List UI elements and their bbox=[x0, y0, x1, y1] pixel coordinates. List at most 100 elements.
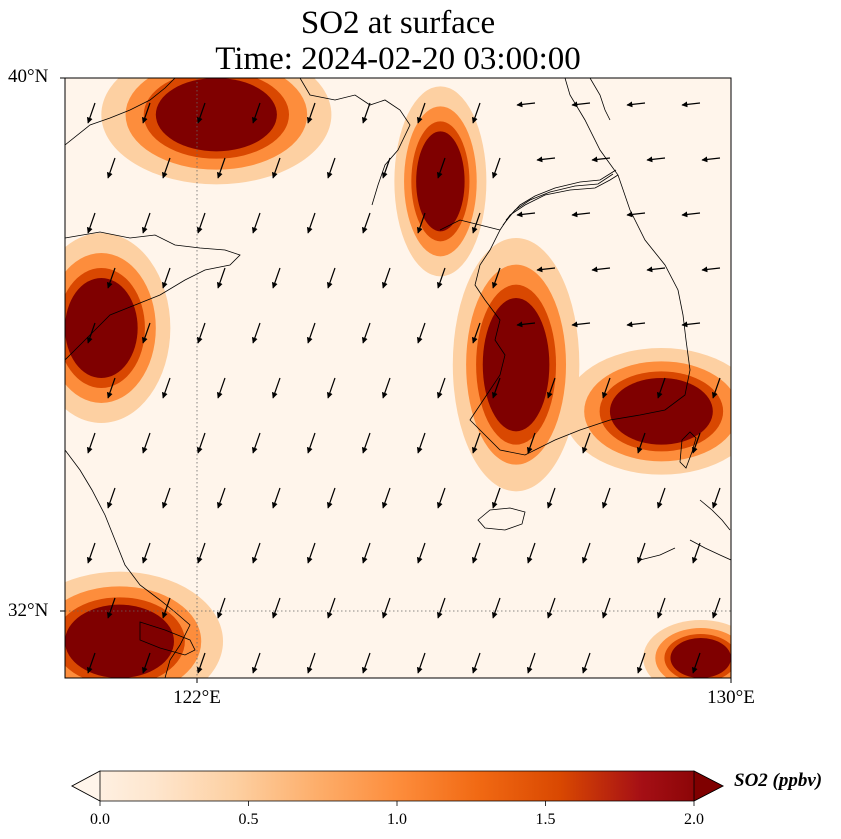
chart-title: SO2 at surface bbox=[300, 5, 496, 41]
wind-arrow bbox=[271, 597, 281, 619]
wind-arrow bbox=[361, 432, 371, 454]
so2-concentration-field bbox=[65, 78, 731, 678]
wind-arrow bbox=[216, 377, 226, 399]
wind-arrow bbox=[571, 211, 591, 218]
wind-arrow bbox=[306, 652, 316, 674]
wind-arrow bbox=[581, 432, 591, 454]
coastlines bbox=[65, 78, 731, 678]
wind-arrow bbox=[251, 432, 261, 454]
wind-arrow bbox=[636, 432, 646, 454]
wind-arrow bbox=[161, 267, 171, 289]
wind-arrow bbox=[106, 157, 116, 179]
so2-map bbox=[60, 77, 732, 683]
wind-arrow bbox=[216, 487, 226, 509]
wind-arrow bbox=[516, 101, 536, 108]
chart-subtitle-time: Time: 2024-02-20 03:00:00 bbox=[215, 41, 581, 77]
wind-arrow bbox=[271, 487, 281, 509]
wind-arrow bbox=[141, 212, 151, 234]
wind-arrow bbox=[106, 597, 116, 619]
wind-arrow bbox=[141, 652, 151, 674]
wind-arrow bbox=[546, 377, 556, 399]
wind-arrow bbox=[571, 101, 591, 108]
wind-arrow bbox=[656, 487, 666, 509]
wind-arrow bbox=[546, 487, 556, 509]
wind-arrow bbox=[701, 266, 721, 273]
wind-arrow bbox=[196, 102, 206, 124]
wind-arrow bbox=[416, 652, 426, 674]
lon-label-122e: 122°E bbox=[173, 687, 221, 708]
wind-arrow bbox=[591, 266, 611, 273]
wind-arrow bbox=[326, 377, 336, 399]
wind-arrow bbox=[381, 267, 391, 289]
wind-arrow bbox=[196, 652, 206, 674]
wind-arrow bbox=[306, 432, 316, 454]
wind-arrow bbox=[601, 487, 611, 509]
wind-arrow bbox=[306, 322, 316, 344]
wind-arrow bbox=[271, 267, 281, 289]
colorbar-tick-label: 2.0 bbox=[684, 811, 704, 828]
wind-arrow bbox=[656, 597, 666, 619]
wind-arrow bbox=[86, 102, 96, 124]
wind-arrow bbox=[326, 267, 336, 289]
wind-arrow bbox=[691, 542, 701, 564]
wind-arrow bbox=[161, 157, 171, 179]
wind-arrow bbox=[161, 597, 171, 619]
wind-arrow bbox=[306, 212, 316, 234]
wind-arrow bbox=[471, 212, 481, 234]
wind-arrow bbox=[536, 156, 556, 163]
wind-arrow bbox=[416, 542, 426, 564]
wind-arrow bbox=[526, 542, 536, 564]
colorbar-extend-max bbox=[693, 770, 724, 802]
wind-arrow bbox=[106, 267, 116, 289]
wind-arrow bbox=[361, 212, 371, 234]
wind-arrow bbox=[381, 487, 391, 509]
wind-arrow bbox=[381, 157, 391, 179]
wind-arrow bbox=[491, 267, 501, 289]
gridlines bbox=[65, 78, 731, 678]
map-frame bbox=[64, 77, 732, 679]
wind-arrow bbox=[271, 377, 281, 399]
wind-arrow bbox=[636, 652, 646, 674]
colorbar-label: SO2 (ppbv) bbox=[734, 770, 823, 791]
so2-high-region bbox=[65, 604, 174, 678]
wind-arrow bbox=[436, 597, 446, 619]
wind-arrow bbox=[516, 211, 536, 218]
wind-arrow bbox=[381, 377, 391, 399]
wind-arrow bbox=[416, 432, 426, 454]
wind-arrow bbox=[626, 211, 646, 218]
wind-arrow bbox=[86, 212, 96, 234]
wind-arrow bbox=[691, 652, 701, 674]
wind-arrow bbox=[416, 322, 426, 344]
wind-arrow bbox=[626, 321, 646, 328]
wind-arrow bbox=[711, 377, 721, 399]
wind-arrow bbox=[711, 597, 721, 619]
wind-vectors bbox=[86, 101, 721, 674]
wind-arrow bbox=[141, 102, 151, 124]
wind-arrow bbox=[196, 212, 206, 234]
wind-arrow bbox=[626, 101, 646, 108]
wind-arrow bbox=[106, 487, 116, 509]
wind-arrow bbox=[86, 432, 96, 454]
wind-arrow bbox=[436, 267, 446, 289]
wind-arrow bbox=[251, 322, 261, 344]
wind-arrow bbox=[591, 156, 611, 163]
wind-arrow bbox=[141, 432, 151, 454]
lon-label-130e: 130°E bbox=[707, 687, 755, 708]
colorbar-tick-label: 0.0 bbox=[90, 811, 110, 828]
wind-arrow bbox=[306, 102, 316, 124]
wind-arrow bbox=[636, 542, 646, 564]
lat-label-32n: 32°N bbox=[8, 600, 49, 621]
wind-arrow bbox=[326, 157, 336, 179]
wind-arrow bbox=[491, 157, 501, 179]
wind-arrow bbox=[581, 652, 591, 674]
wind-arrow bbox=[196, 542, 206, 564]
wind-arrow bbox=[546, 597, 556, 619]
so2-high-region bbox=[155, 78, 277, 152]
wind-arrow bbox=[196, 432, 206, 454]
wind-arrow bbox=[86, 652, 96, 674]
wind-arrow bbox=[691, 432, 701, 454]
wind-arrow bbox=[526, 652, 536, 674]
wind-arrow bbox=[326, 597, 336, 619]
so2-high-region bbox=[670, 638, 731, 678]
wind-arrow bbox=[646, 266, 666, 273]
